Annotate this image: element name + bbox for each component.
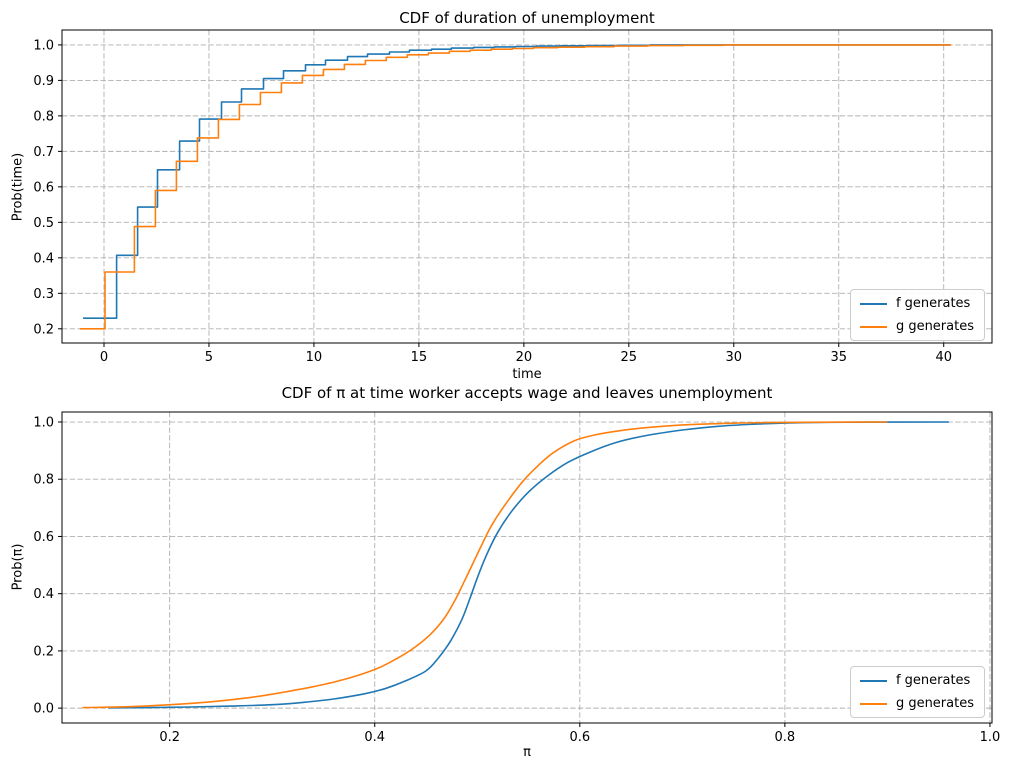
legend-item-label: g generates <box>895 696 974 711</box>
top-chart-title: CDF of duration of unemployment <box>399 9 655 27</box>
y-tick-label: 0.0 <box>33 702 54 717</box>
y-tick-label: 1.0 <box>33 416 54 431</box>
legend-line-sample <box>859 302 887 305</box>
series-line-g <box>79 44 952 330</box>
y-tick-label: 0.8 <box>33 109 54 124</box>
legend-item-label: f generates <box>895 673 971 688</box>
x-tick-label: 5 <box>205 350 213 365</box>
series-line-f <box>83 44 950 319</box>
x-tick-label: 35 <box>830 350 847 365</box>
y-tick-label: 0.4 <box>33 587 54 602</box>
x-tick-label: 0.4 <box>364 730 385 745</box>
y-tick-label: 0.3 <box>33 287 54 302</box>
legend-item-label: g generates <box>895 319 974 334</box>
legend-item: g generates <box>859 695 974 712</box>
legend-item: g generates <box>859 318 974 335</box>
y-tick-label: 0.5 <box>33 216 54 231</box>
series-line-g <box>82 421 888 709</box>
x-tick-label: 25 <box>621 350 638 365</box>
x-tick-label: 30 <box>726 350 743 365</box>
x-tick-label: 0.2 <box>159 730 180 745</box>
legend-item: f generates <box>859 672 974 689</box>
y-tick-label: 0.4 <box>33 251 54 266</box>
y-tick-label: 0.9 <box>33 74 54 89</box>
y-tick-label: 0.8 <box>33 473 54 488</box>
y-tick-label: 0.2 <box>33 322 54 337</box>
y-tick-label: 0.6 <box>33 180 54 195</box>
x-tick-label: 0.8 <box>775 730 796 745</box>
legend-item: f generates <box>859 295 974 312</box>
y-tick-label: 0.6 <box>33 530 54 545</box>
legend-line-sample <box>859 702 887 705</box>
legend-line-sample <box>859 325 887 328</box>
axes-spine <box>61 411 993 724</box>
x-tick-label: 0 <box>100 350 108 365</box>
bottom-chart-title: CDF of π at time worker accepts wage and… <box>281 384 773 402</box>
top-y-axis-label: Prob(time) <box>10 152 26 222</box>
x-tick-label: 15 <box>411 350 428 365</box>
bottom-x-axis-label: π <box>523 745 531 760</box>
legend-top: f generates g generates <box>849 289 985 341</box>
y-tick-label: 0.7 <box>33 145 54 160</box>
x-tick-label: 40 <box>935 350 952 365</box>
y-tick-label: 0.2 <box>33 644 54 659</box>
x-tick-label: 0.6 <box>569 730 590 745</box>
x-tick-label: 10 <box>306 350 323 365</box>
x-tick-label: 20 <box>516 350 533 365</box>
series-line-f <box>108 421 949 709</box>
legend-line-sample <box>859 679 887 682</box>
y-tick-label: 1.0 <box>33 38 54 53</box>
top-x-axis-label: time <box>512 367 542 382</box>
bottom-y-axis-label: Prob(π) <box>10 543 26 591</box>
x-tick-label: 1.0 <box>980 730 1001 745</box>
legend-item-label: f generates <box>895 296 971 311</box>
legend-bottom: f generates g generates <box>849 666 985 718</box>
